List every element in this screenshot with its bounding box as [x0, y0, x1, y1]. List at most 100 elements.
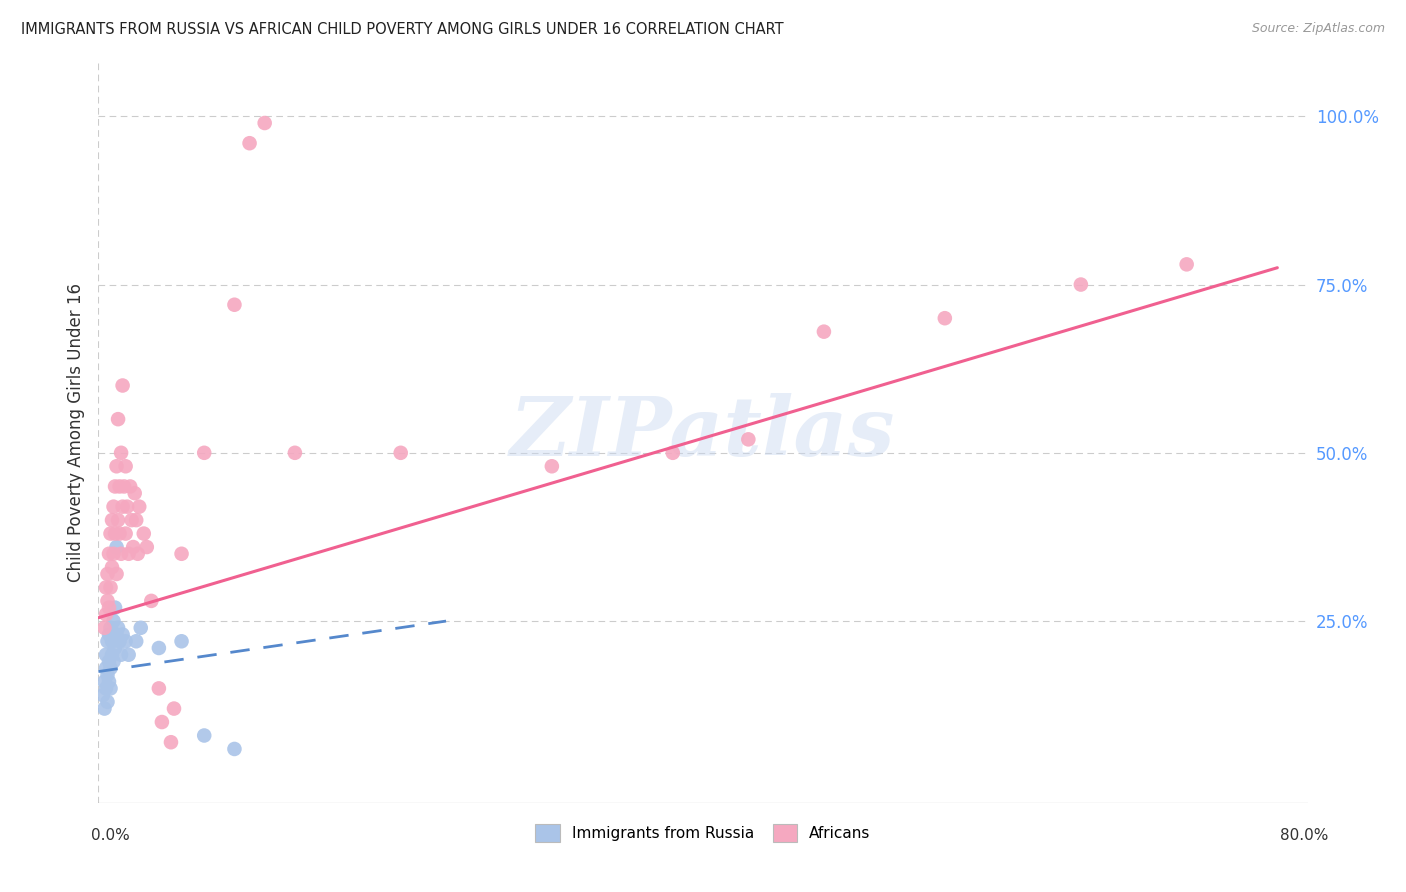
Point — [98, 547, 121, 561]
Point — [101, 513, 124, 527]
Point — [93, 701, 115, 715]
Point — [93, 674, 115, 689]
Point — [96, 695, 118, 709]
Point — [104, 600, 127, 615]
Point — [98, 674, 121, 689]
Point — [103, 547, 125, 561]
Point — [122, 540, 145, 554]
Point — [103, 500, 125, 514]
Point — [125, 634, 148, 648]
Y-axis label: Child Poverty Among Girls Under 16: Child Poverty Among Girls Under 16 — [66, 283, 84, 582]
Point — [104, 479, 127, 493]
Point — [101, 648, 124, 662]
Point — [100, 621, 122, 635]
Point — [111, 378, 134, 392]
Point — [813, 325, 835, 339]
Point — [107, 621, 129, 635]
Point — [224, 742, 246, 756]
Point — [150, 714, 173, 729]
Text: ZIPatlas: ZIPatlas — [510, 392, 896, 473]
Point — [284, 446, 307, 460]
Point — [1175, 257, 1198, 271]
Point — [661, 446, 683, 460]
Point — [98, 655, 121, 669]
Point — [1070, 277, 1092, 292]
Point — [100, 661, 122, 675]
Point — [148, 640, 170, 655]
Point — [224, 298, 246, 312]
Point — [127, 547, 149, 561]
Point — [112, 479, 135, 493]
Point — [540, 459, 562, 474]
Point — [100, 681, 122, 696]
Point — [104, 640, 127, 655]
Point — [114, 526, 136, 541]
Point — [108, 634, 131, 648]
Point — [91, 688, 114, 702]
Point — [170, 547, 193, 561]
Point — [108, 479, 131, 493]
Point — [105, 566, 128, 581]
Point — [114, 634, 136, 648]
Point — [105, 627, 128, 641]
Point — [160, 735, 183, 749]
Point — [132, 526, 155, 541]
Point — [118, 648, 141, 662]
Text: 80.0%: 80.0% — [1281, 828, 1329, 843]
Point — [103, 655, 125, 669]
Point — [135, 540, 157, 554]
Point — [148, 681, 170, 696]
Point — [107, 412, 129, 426]
Point — [115, 500, 138, 514]
Point — [111, 627, 134, 641]
Point — [193, 729, 215, 743]
Point — [124, 486, 146, 500]
Point — [107, 513, 129, 527]
Point — [118, 547, 141, 561]
Point — [94, 681, 117, 696]
Point — [128, 500, 150, 514]
Point — [129, 621, 152, 635]
Point — [120, 479, 142, 493]
Text: Source: ZipAtlas.com: Source: ZipAtlas.com — [1251, 22, 1385, 36]
Point — [93, 621, 115, 635]
Point — [103, 614, 125, 628]
Point — [170, 634, 193, 648]
Point — [105, 540, 128, 554]
Point — [105, 459, 128, 474]
Point — [934, 311, 956, 326]
Point — [141, 594, 163, 608]
Text: 0.0%: 0.0% — [91, 828, 131, 843]
Point — [108, 526, 131, 541]
Point — [94, 607, 117, 622]
Point — [114, 459, 136, 474]
Point — [98, 627, 121, 641]
Point — [239, 136, 262, 151]
Point — [110, 547, 132, 561]
Point — [125, 513, 148, 527]
Point — [101, 634, 124, 648]
Point — [96, 566, 118, 581]
Legend: Immigrants from Russia, Africans: Immigrants from Russia, Africans — [526, 814, 880, 851]
Point — [94, 648, 117, 662]
Point — [100, 526, 122, 541]
Point — [737, 433, 759, 447]
Point — [163, 701, 186, 715]
Text: IMMIGRANTS FROM RUSSIA VS AFRICAN CHILD POVERTY AMONG GIRLS UNDER 16 CORRELATION: IMMIGRANTS FROM RUSSIA VS AFRICAN CHILD … — [21, 22, 783, 37]
Point — [110, 446, 132, 460]
Point — [96, 668, 118, 682]
Point — [96, 594, 118, 608]
Point — [96, 634, 118, 648]
Point — [110, 648, 132, 662]
Point — [94, 581, 117, 595]
Point — [111, 500, 134, 514]
Point — [193, 446, 215, 460]
Point — [253, 116, 276, 130]
Point — [94, 661, 117, 675]
Point — [101, 560, 124, 574]
Point — [100, 581, 122, 595]
Point — [98, 600, 121, 615]
Point — [389, 446, 412, 460]
Point — [104, 526, 127, 541]
Point — [121, 513, 143, 527]
